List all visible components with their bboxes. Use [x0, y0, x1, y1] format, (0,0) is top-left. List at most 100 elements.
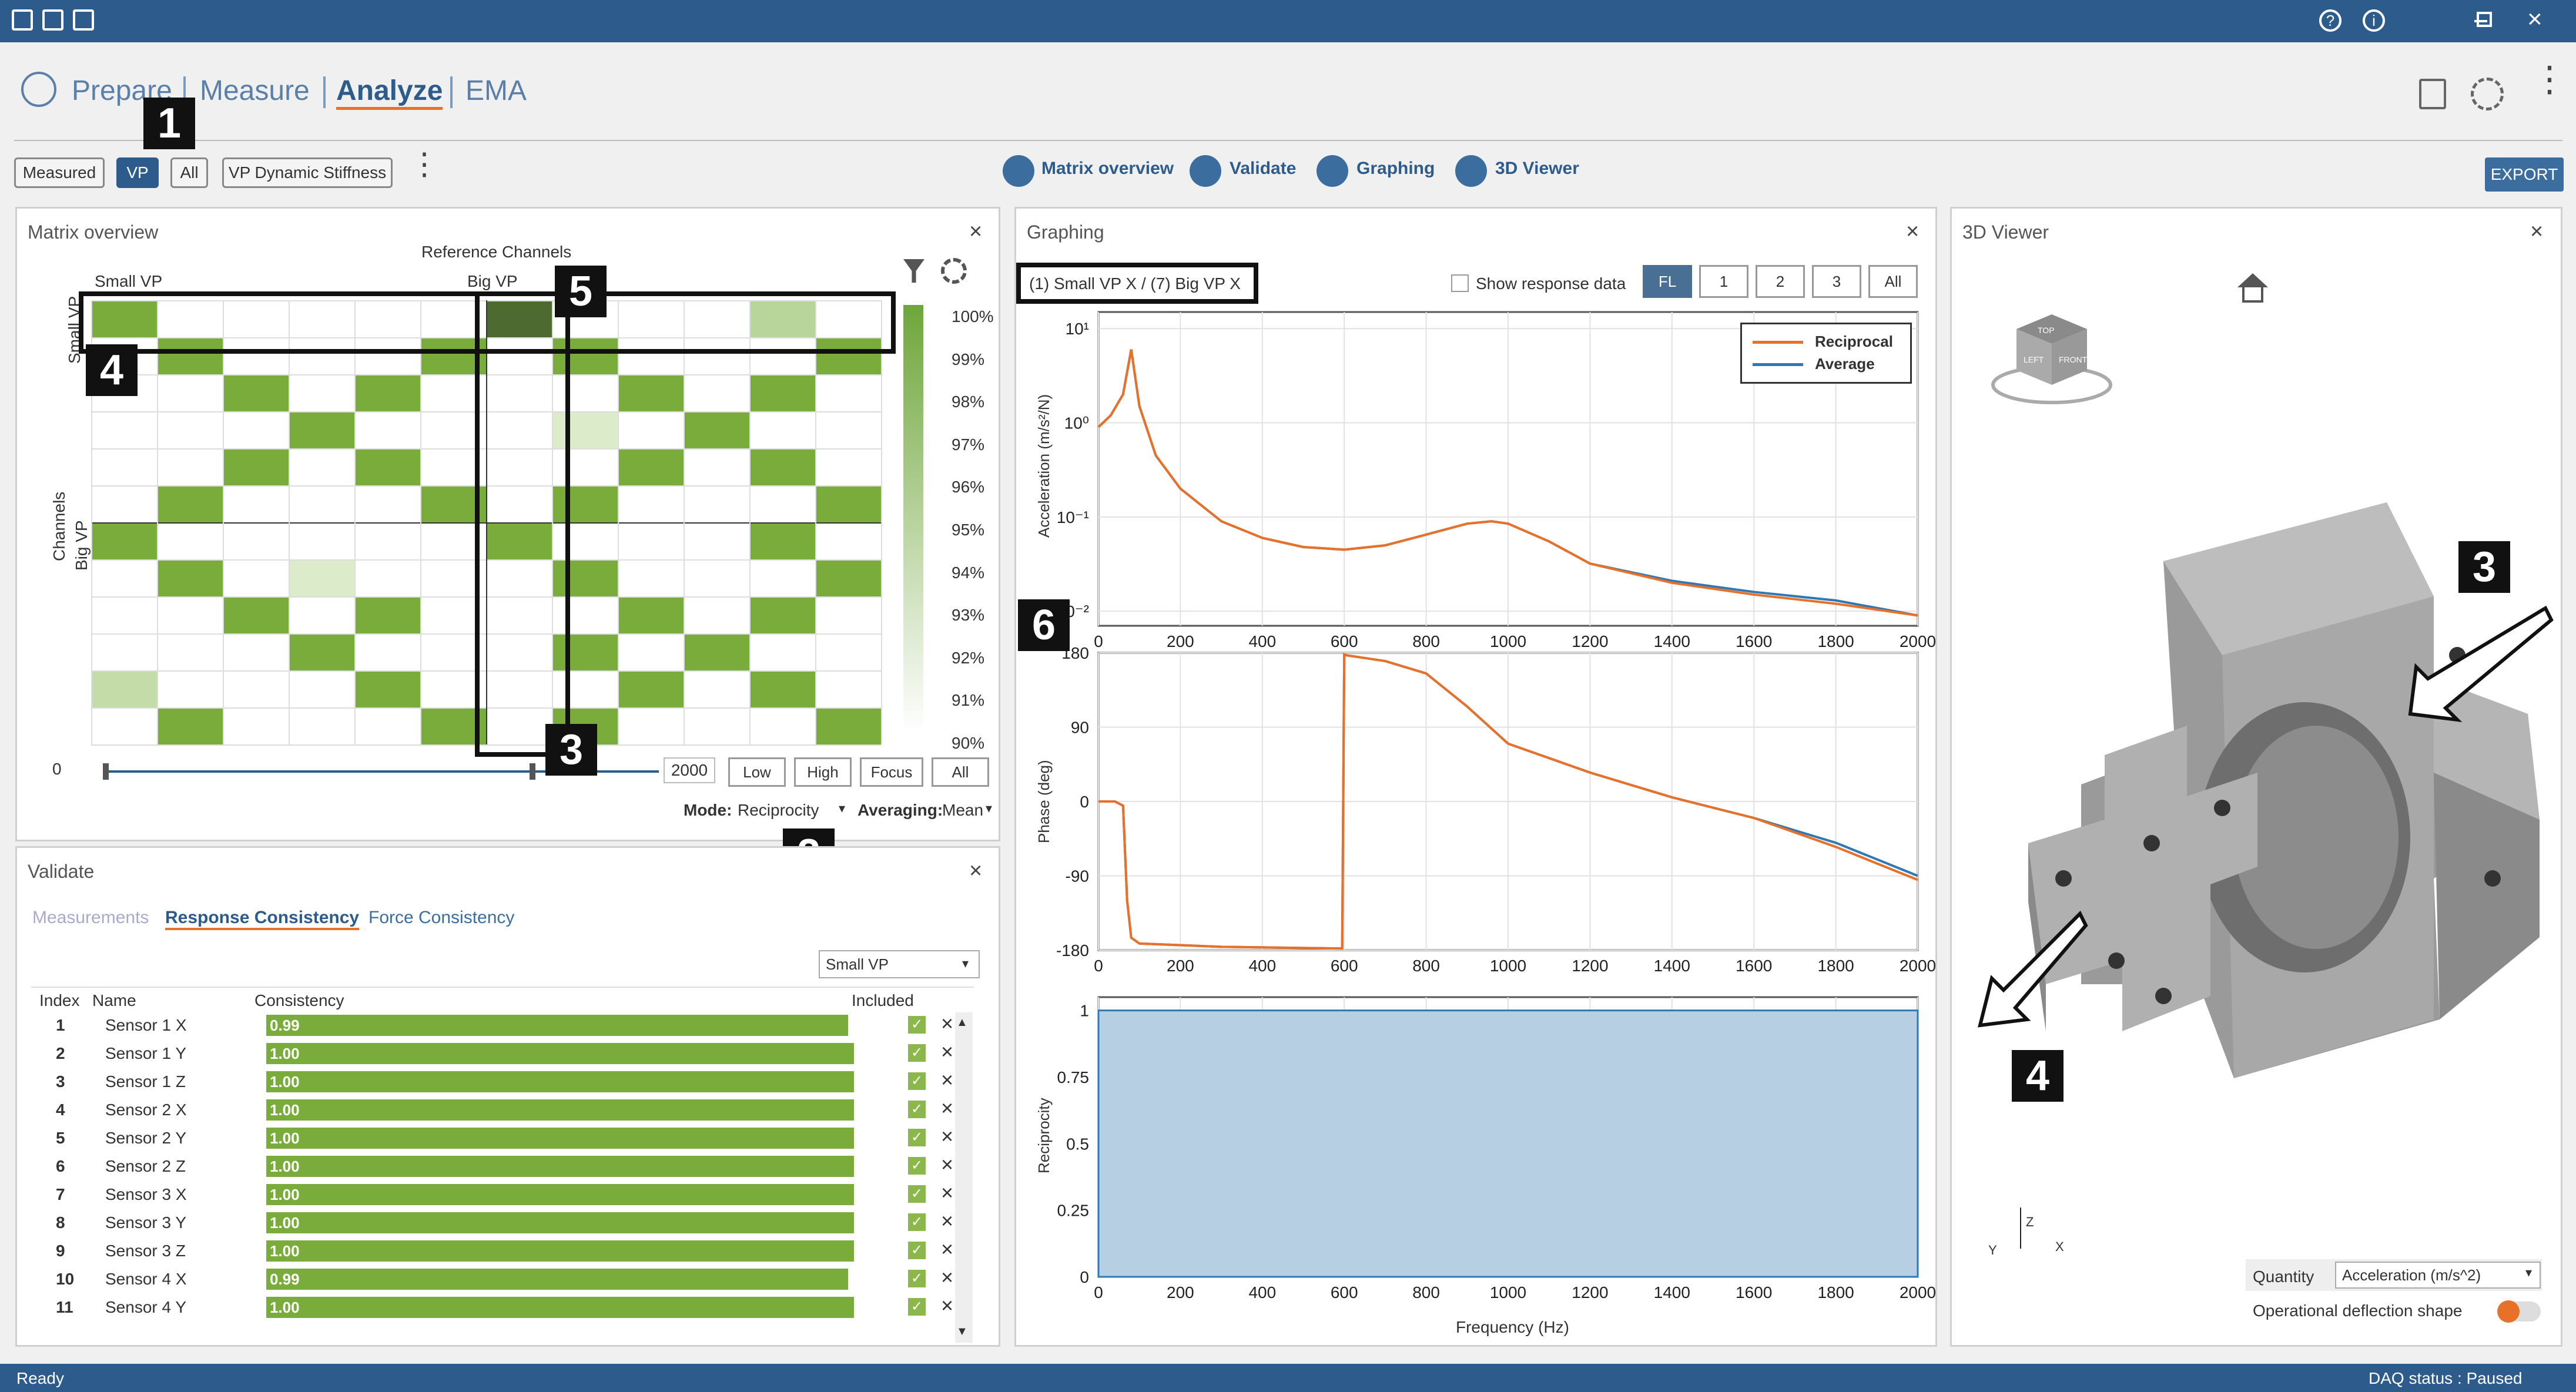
- graph-button-3[interactable]: 3: [1812, 265, 1861, 298]
- ods-toggle-knob[interactable]: [2497, 1300, 2520, 1323]
- frequency-range-slider[interactable]: [103, 770, 659, 773]
- matrix-cell[interactable]: [751, 301, 815, 337]
- filter-more-icon[interactable]: ⋮: [409, 147, 440, 182]
- matrix-cell[interactable]: [553, 487, 618, 522]
- included-checkbox[interactable]: ✓: [908, 1185, 926, 1203]
- tab-measure[interactable]: Measure: [200, 75, 310, 106]
- remove-row-icon[interactable]: ×: [941, 1152, 954, 1176]
- matrix-cell[interactable]: [816, 709, 881, 744]
- restore-icon[interactable]: [2477, 12, 2492, 27]
- matrix-cell[interactable]: [356, 450, 420, 485]
- matrix-cell[interactable]: [92, 524, 157, 559]
- included-checkbox[interactable]: ✓: [908, 1298, 926, 1316]
- quantity-dropdown-icon[interactable]: ▾: [2525, 1265, 2533, 1280]
- matrix-cell[interactable]: [487, 301, 552, 337]
- matrix-cell[interactable]: [619, 598, 684, 633]
- close-window-icon[interactable]: ×: [2527, 5, 2542, 33]
- graphing-link[interactable]: Graphing: [1356, 159, 1435, 178]
- matrix-cell[interactable]: [816, 487, 881, 522]
- matrix-cell[interactable]: [751, 598, 815, 633]
- matrix-cell[interactable]: [290, 412, 354, 448]
- home-view-icon[interactable]: [2237, 273, 2268, 287]
- matrix-cell[interactable]: [816, 338, 881, 374]
- view-cube[interactable]: TOP LEFT FRONT: [1987, 303, 2128, 420]
- included-checkbox[interactable]: ✓: [908, 1044, 926, 1062]
- save-project-icon[interactable]: [2419, 79, 2446, 109]
- matrix-cell[interactable]: [158, 709, 223, 744]
- table-row[interactable]: 7 Sensor 3 X 1.00 ✓ ×: [31, 1180, 1001, 1207]
- table-row[interactable]: 3 Sensor 1 Z 1.00 ✓ ×: [31, 1068, 1001, 1095]
- matrix-cell[interactable]: [356, 375, 420, 411]
- 3d-viewer-icon[interactable]: [1455, 155, 1487, 187]
- filter-all-button[interactable]: All: [170, 157, 208, 188]
- included-checkbox[interactable]: ✓: [908, 1101, 926, 1118]
- minimize-icon[interactable]: [2474, 20, 2487, 22]
- matrix-cell[interactable]: [751, 450, 815, 485]
- graph-button-2[interactable]: 2: [1756, 265, 1805, 298]
- tab-measurements[interactable]: Measurements: [32, 908, 149, 927]
- open-folder-icon[interactable]: [12, 9, 33, 31]
- table-scrollbar[interactable]: [955, 1012, 973, 1343]
- matrix-cell[interactable]: [356, 672, 420, 707]
- remove-row-icon[interactable]: ×: [941, 1209, 954, 1233]
- matrix-cell[interactable]: [92, 301, 157, 337]
- matrix-cell[interactable]: [356, 598, 420, 633]
- remove-row-icon[interactable]: ×: [941, 1265, 954, 1289]
- matrix-overview-link[interactable]: Matrix overview: [1041, 159, 1174, 178]
- tab-ema[interactable]: EMA: [465, 75, 527, 106]
- included-checkbox[interactable]: ✓: [908, 1016, 926, 1034]
- save-icon[interactable]: [42, 9, 63, 31]
- matrix-cell[interactable]: [158, 561, 223, 596]
- matrix-cell[interactable]: [553, 412, 618, 448]
- info-icon[interactable]: i: [2363, 9, 2385, 32]
- reciprocity-matrix-grid[interactable]: [91, 300, 906, 759]
- matrix-cell[interactable]: [751, 524, 815, 559]
- matrix-cell[interactable]: [224, 450, 289, 485]
- matrix-cell[interactable]: [751, 672, 815, 707]
- 3d-model-view[interactable]: [1975, 491, 2551, 1184]
- mode-select[interactable]: Reciprocity: [738, 801, 819, 819]
- table-row[interactable]: 11 Sensor 4 Y 1.00 ✓ ×: [31, 1293, 1001, 1320]
- included-checkbox[interactable]: ✓: [908, 1242, 926, 1259]
- table-row[interactable]: 8 Sensor 3 Y 1.00 ✓ ×: [31, 1209, 1001, 1236]
- show-response-checkbox[interactable]: [1451, 274, 1469, 292]
- 3d-viewer-link[interactable]: 3D Viewer: [1495, 159, 1579, 178]
- included-checkbox[interactable]: ✓: [908, 1270, 926, 1287]
- filter-vp-dynamic-stiffness-button[interactable]: VP Dynamic Stiffness: [222, 157, 393, 188]
- tab-response-consistency[interactable]: Response Consistency: [165, 908, 360, 930]
- remove-row-icon[interactable]: ×: [941, 1237, 954, 1261]
- included-checkbox[interactable]: ✓: [908, 1072, 926, 1090]
- table-row[interactable]: 5 Sensor 2 Y 1.00 ✓ ×: [31, 1124, 1001, 1151]
- included-checkbox[interactable]: ✓: [908, 1213, 926, 1231]
- graphing-icon[interactable]: [1317, 155, 1348, 187]
- matrix-cell[interactable]: [553, 561, 618, 596]
- more-menu-icon[interactable]: ⋮: [2532, 59, 2567, 99]
- matrix-overview-icon[interactable]: [1003, 155, 1034, 187]
- range-all-button[interactable]: All: [932, 757, 989, 787]
- range-high-button[interactable]: High: [794, 757, 852, 787]
- close-panel-icon[interactable]: ×: [969, 858, 983, 883]
- averaging-dropdown-icon[interactable]: ▾: [986, 801, 993, 816]
- matrix-settings-icon[interactable]: [941, 258, 967, 284]
- table-row[interactable]: 2 Sensor 1 Y 1.00 ✓ ×: [31, 1039, 1001, 1066]
- matrix-cell[interactable]: [553, 635, 618, 670]
- range-low-button[interactable]: Low: [728, 757, 786, 787]
- validate-link[interactable]: Validate: [1230, 159, 1297, 178]
- remove-row-icon[interactable]: ×: [941, 1180, 954, 1205]
- quantity-select[interactable]: Acceleration (m/s^2): [2335, 1262, 2541, 1289]
- matrix-cell[interactable]: [685, 412, 749, 448]
- help-icon[interactable]: ?: [2319, 9, 2341, 32]
- vp-select[interactable]: Small VP: [819, 950, 980, 978]
- range-focus-button[interactable]: Focus: [860, 757, 923, 787]
- range-slider-handle-low[interactable]: [103, 763, 109, 780]
- matrix-cell[interactable]: [290, 561, 354, 596]
- matrix-cell[interactable]: [290, 635, 354, 670]
- tab-analyze[interactable]: Analyze: [336, 75, 443, 110]
- matrix-cell[interactable]: [487, 524, 552, 559]
- included-checkbox[interactable]: ✓: [908, 1157, 926, 1175]
- range-slider-handle-high[interactable]: [530, 763, 535, 780]
- table-row[interactable]: 6 Sensor 2 Z 1.00 ✓ ×: [31, 1152, 1001, 1179]
- matrix-cell[interactable]: [553, 338, 618, 374]
- matrix-cell[interactable]: [224, 598, 289, 633]
- matrix-cell[interactable]: [92, 672, 157, 707]
